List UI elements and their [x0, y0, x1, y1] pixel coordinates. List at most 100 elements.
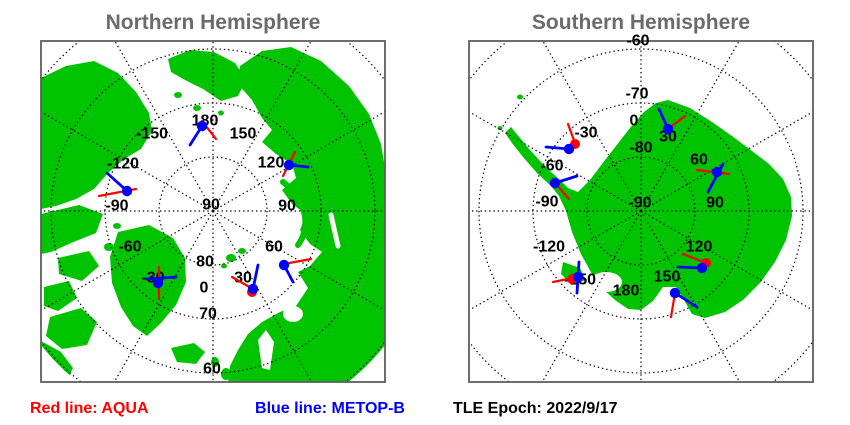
legend-tle-epoch-label: TLE Epoch: 2022/9/17 — [453, 400, 618, 417]
landmass-canada-1 — [41, 205, 103, 254]
axes-border-south — [468, 40, 814, 383]
island-britain-3 — [233, 374, 241, 382]
meridian-line — [212, 210, 313, 382]
longitude-label: -30 — [574, 125, 597, 142]
longitude-label: 180 — [613, 283, 640, 300]
island-new-siberian-1 — [193, 105, 201, 111]
meridian-line — [541, 210, 642, 382]
meridian-line — [212, 111, 385, 212]
longitude-label: 60 — [690, 152, 708, 169]
metopb-position-dot — [669, 287, 681, 299]
longitude-label: 120 — [686, 239, 713, 256]
metopb-position-dot — [662, 123, 674, 135]
graticule-south — [469, 41, 813, 382]
metopb-position-dot — [711, 166, 723, 178]
longitude-label: 0 — [200, 280, 209, 297]
longitude-label: -150 — [136, 126, 168, 143]
longitude-label: 30 — [234, 270, 252, 287]
longitude-label: 90 — [706, 195, 724, 212]
meridian-line — [113, 210, 214, 382]
island-svalbard-3 — [221, 263, 227, 269]
metopb-track-line — [145, 275, 178, 281]
meridian-line — [212, 210, 385, 311]
metopb-position-dot — [247, 283, 259, 295]
sea-ross-shelf — [590, 272, 622, 292]
longitude-label: -60 — [540, 158, 563, 175]
latitude-label: 60 — [203, 361, 221, 378]
island-wrangel — [174, 92, 182, 98]
meridian-line — [469, 111, 642, 212]
legend-red-line-label: Red line: AQUA — [30, 400, 149, 417]
longitude-label: 30 — [659, 129, 677, 146]
meridian-line — [640, 210, 813, 311]
parallel-circle — [158, 156, 268, 266]
title-north: Northern Hemisphere — [106, 11, 321, 34]
landmass-greenland — [110, 225, 186, 336]
latitude-label: -90 — [628, 195, 651, 212]
metopb-position-dot — [696, 262, 708, 274]
longitude-label: 90 — [278, 198, 296, 215]
island-new-siberian-2 — [218, 110, 224, 116]
landmass-baffin — [46, 308, 97, 349]
satellite-marker — [544, 122, 580, 155]
island-svalbard-1 — [226, 254, 236, 262]
island-svalbard-2 — [238, 248, 246, 254]
meridian-line — [212, 41, 312, 212]
satellite-marker — [549, 174, 579, 201]
latitude-label: 80 — [196, 254, 214, 271]
map-area-south — [469, 41, 813, 382]
parallel-circle — [50, 48, 376, 374]
satellite-marker — [676, 252, 711, 274]
meridian-line — [640, 210, 741, 382]
satellite-marker — [278, 257, 313, 284]
satellite-marker — [695, 162, 731, 194]
meridian-line — [640, 41, 740, 212]
landmass-iceland — [171, 343, 205, 364]
landmass-chukotka — [168, 50, 246, 101]
landmass-canada-2 — [58, 251, 99, 281]
map-area-north — [41, 41, 385, 382]
satellite-markers-south — [544, 107, 731, 319]
parallel-circle — [478, 48, 804, 374]
satellite-marker — [97, 171, 138, 198]
island-britain-2 — [221, 368, 231, 380]
meridian-line — [640, 111, 813, 212]
longitude-label: -60 — [118, 239, 141, 256]
legend: Red line: AQUA Blue line: METOP-B TLE Ep… — [30, 400, 618, 417]
landmass-antarctica — [505, 100, 792, 318]
graticule-labels-north: 180-150 150-120 120-90 90-60 60-30 3009080706… — [105, 113, 296, 378]
satellite-marker — [669, 287, 699, 319]
longitude-label: -120 — [533, 239, 565, 256]
longitude-label: 150 — [654, 269, 681, 286]
meridian-line — [41, 210, 214, 311]
longitude-label: 150 — [230, 126, 257, 143]
satellite-marker — [230, 263, 260, 297]
legend-blue-line-label: Blue line: METOP-B — [255, 400, 405, 417]
metopb-position-dot — [152, 277, 164, 289]
island-novaya-zemlya — [280, 179, 309, 248]
sea-gulf-of-bothnia — [258, 330, 274, 370]
meridian-line — [114, 41, 214, 212]
metopb-position-dot — [572, 271, 584, 283]
satellite-marker — [657, 107, 687, 135]
meridian-line — [41, 111, 214, 212]
island-canada-1 — [104, 243, 114, 251]
map-north: 180-150 150-120 120-90 90-60 60-30 3009080706… — [40, 11, 386, 383]
longitude-label: 120 — [258, 155, 285, 172]
metopb-position-dot — [549, 177, 561, 189]
graticule-labels-south: 0-3030-6060-9090-120120-150150180-90-80-… — [533, 33, 724, 300]
island-canada-2 — [113, 223, 121, 229]
longitude-label: -90 — [535, 194, 558, 211]
longitude-label: -90 — [105, 198, 128, 215]
island-south-orkney — [517, 94, 523, 100]
metopb-position-dot — [278, 259, 290, 271]
metopb-position-dot — [121, 185, 133, 197]
satellite-marker — [551, 260, 584, 295]
map-south: 0-3030-6060-9090-120120-150150180-90-80-… — [468, 11, 814, 383]
latitude-label: 90 — [202, 197, 220, 214]
title-south: Southern Hemisphere — [532, 11, 750, 34]
longitude-label: 0 — [630, 113, 639, 130]
satellite-markers-north — [97, 119, 313, 301]
satellite-marker — [281, 150, 310, 178]
